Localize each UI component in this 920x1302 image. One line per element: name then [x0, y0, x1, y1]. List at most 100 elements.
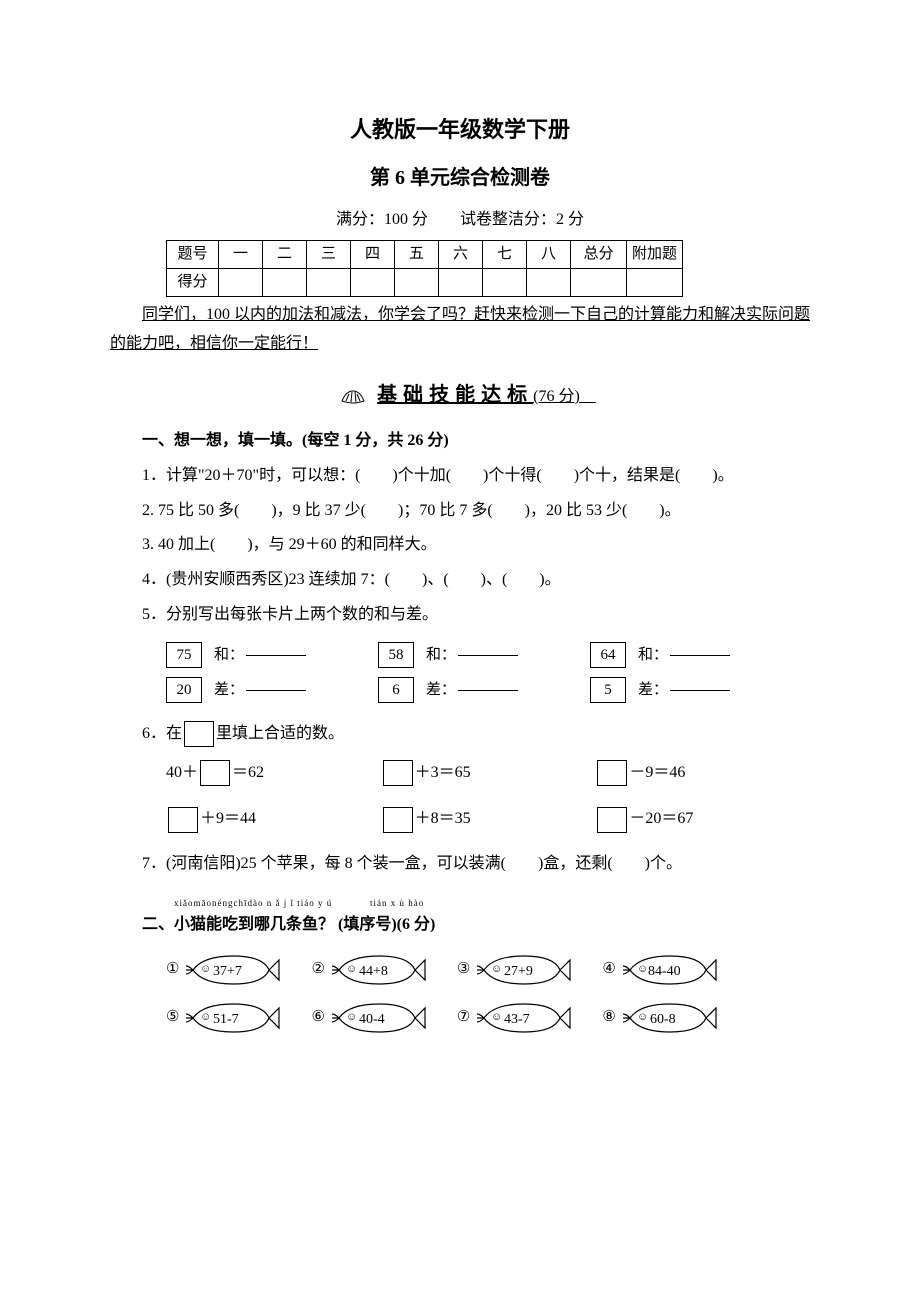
- fill-box-icon: [184, 721, 214, 747]
- fish-icon: ☺ 84-40: [620, 952, 718, 988]
- q1-item4: 4．(贵州安顺西秀区)23 连续加 7：( )、( )、( )。: [110, 566, 810, 595]
- score-table-header-row: 题号 一 二 三 四 五 六 七 八 总分 附加题: [167, 241, 683, 269]
- item6-suffix: 里填上合适的数。: [216, 725, 344, 742]
- banner-text: 基础技能达标: [377, 384, 533, 406]
- card-diff-label: 差：: [426, 677, 456, 704]
- intro-text: 同学们，100 以内的加法和减法，你学会了吗？赶快来检测一下自己的计算能力和解决…: [110, 301, 810, 359]
- eq-4: ＋9＝44: [166, 805, 381, 834]
- svg-text:☺: ☺: [637, 963, 648, 975]
- col-1: 一: [219, 241, 263, 269]
- card-underline: [670, 655, 730, 656]
- q1-item6: 6．在 里填上合适的数。: [110, 720, 810, 749]
- fill-box: [597, 807, 627, 833]
- fish-row-1: ① ☺ 37+7 ② ☺ 44+8 ③ ☺ 27+9 ④ ☺ 84-40: [166, 952, 810, 988]
- banner-points: (76 分): [533, 388, 596, 405]
- col-4: 四: [351, 241, 395, 269]
- score-cell: [219, 269, 263, 297]
- q1-item2: 2. 75 比 50 多( )，9 比 37 少( )；70 比 7 多( )，…: [110, 497, 810, 526]
- col-5: 五: [395, 241, 439, 269]
- card-underline: [458, 655, 518, 656]
- fish-4: ④ ☺ 84-40: [602, 952, 717, 988]
- score-table: 题号 一 二 三 四 五 六 七 八 总分 附加题 得分: [166, 240, 683, 297]
- card-line: 64 和：: [590, 642, 730, 669]
- score-cell: [571, 269, 627, 297]
- score-full: 满分：100 分: [336, 211, 428, 228]
- fish-icon: ☺ 40-4: [329, 1000, 427, 1036]
- q1-item1: 1．计算"20＋70"时，可以想：( )个十加( )个十得( )个十，结果是( …: [110, 462, 810, 491]
- card-line: 58 和：: [378, 642, 518, 669]
- item6-prefix: 6．在: [142, 725, 182, 742]
- score-cell: [483, 269, 527, 297]
- fish-1: ① ☺ 37+7: [166, 952, 281, 988]
- equation-grid: 40＋＝62 ＋3＝65 －9＝46 ＋9＝44 ＋8＝35 －20＝67: [166, 759, 810, 835]
- svg-text:☺: ☺: [491, 1011, 502, 1023]
- col-total: 总分: [571, 241, 627, 269]
- pinyin-2: tián x ù hào: [338, 895, 435, 911]
- card-box: 75: [166, 642, 202, 668]
- fish-num: ⑥: [311, 1004, 324, 1031]
- fill-box: [200, 760, 230, 786]
- eq-6: －20＝67: [595, 805, 810, 834]
- q1-item3: 3. 40 加上( )，与 29＋60 的和同样大。: [110, 531, 810, 560]
- q2-heading-part1: 二、小猫能吃到哪几条鱼？: [142, 916, 334, 933]
- fish-icon: ☺ 27+9: [474, 952, 572, 988]
- col-extra: 附加题: [627, 241, 683, 269]
- q2-block: xiǎomāonéngchīdào n ǎ j ǐ tiáo y ú 二、小猫能…: [110, 895, 810, 940]
- card-sum-label: 和：: [638, 642, 668, 669]
- score-cell: [351, 269, 395, 297]
- shell-icon: [340, 387, 366, 405]
- fish-num: ④: [602, 956, 615, 983]
- svg-text:☺: ☺: [346, 1011, 357, 1023]
- fish-7: ⑦ ☺ 43-7: [457, 1000, 572, 1036]
- eq-3: －9＝46: [595, 759, 810, 788]
- score-cell: [307, 269, 351, 297]
- card-line: 6 差：: [378, 677, 518, 704]
- title-sub: 第 6 单元综合检测卷: [110, 160, 810, 196]
- fish-icon: ☺ 43-7: [474, 1000, 572, 1036]
- fish-num: ⑦: [457, 1004, 470, 1031]
- fish-row-2: ⑤ ☺ 51-7 ⑥ ☺ 40-4 ⑦ ☺ 43-7 ⑧ ☺ 60-8: [166, 1000, 810, 1036]
- card-group-2: 58 和： 6 差：: [378, 642, 518, 704]
- section-banner: 基础技能达标(76 分): [110, 377, 810, 413]
- card-underline: [246, 655, 306, 656]
- fish-6: ⑥ ☺ 40-4: [311, 1000, 426, 1036]
- eq-1: 40＋＝62: [166, 759, 381, 788]
- score-cell: [395, 269, 439, 297]
- svg-text:☺: ☺: [200, 963, 211, 975]
- cards-row: 75 和： 20 差： 58 和： 6 差： 64 和： 5 差：: [166, 642, 810, 704]
- fish-5: ⑤ ☺ 51-7: [166, 1000, 281, 1036]
- fish-num: ③: [457, 956, 470, 983]
- card-box: 6: [378, 677, 414, 703]
- row1-label: 题号: [167, 241, 219, 269]
- col-2: 二: [263, 241, 307, 269]
- col-7: 七: [483, 241, 527, 269]
- col-8: 八: [527, 241, 571, 269]
- score-cell: [263, 269, 307, 297]
- card-line: 75 和：: [166, 642, 306, 669]
- svg-text:84-40: 84-40: [648, 964, 681, 979]
- fill-box: [168, 807, 198, 833]
- card-diff-label: 差：: [638, 677, 668, 704]
- svg-text:51-7: 51-7: [213, 1012, 239, 1027]
- row2-label: 得分: [167, 269, 219, 297]
- fish-num: ⑤: [166, 1004, 179, 1031]
- card-underline: [670, 690, 730, 691]
- eq-2: ＋3＝65: [381, 759, 596, 788]
- fish-icon: ☺ 51-7: [183, 1000, 281, 1036]
- svg-text:37+7: 37+7: [213, 964, 242, 979]
- score-cell: [527, 269, 571, 297]
- card-group-1: 75 和： 20 差：: [166, 642, 306, 704]
- fish-icon: ☺ 60-8: [620, 1000, 718, 1036]
- svg-text:☺: ☺: [346, 963, 357, 975]
- title-main: 人教版一年级数学下册: [110, 110, 810, 150]
- fill-box: [383, 760, 413, 786]
- card-line: 5 差：: [590, 677, 730, 704]
- card-underline: [458, 690, 518, 691]
- fish-num: ①: [166, 956, 179, 983]
- fish-num: ⑧: [602, 1004, 615, 1031]
- fish-icon: ☺ 44+8: [329, 952, 427, 988]
- score-cell: [439, 269, 483, 297]
- card-underline: [246, 690, 306, 691]
- eq-5: ＋8＝35: [381, 805, 596, 834]
- score-table-score-row: 得分: [167, 269, 683, 297]
